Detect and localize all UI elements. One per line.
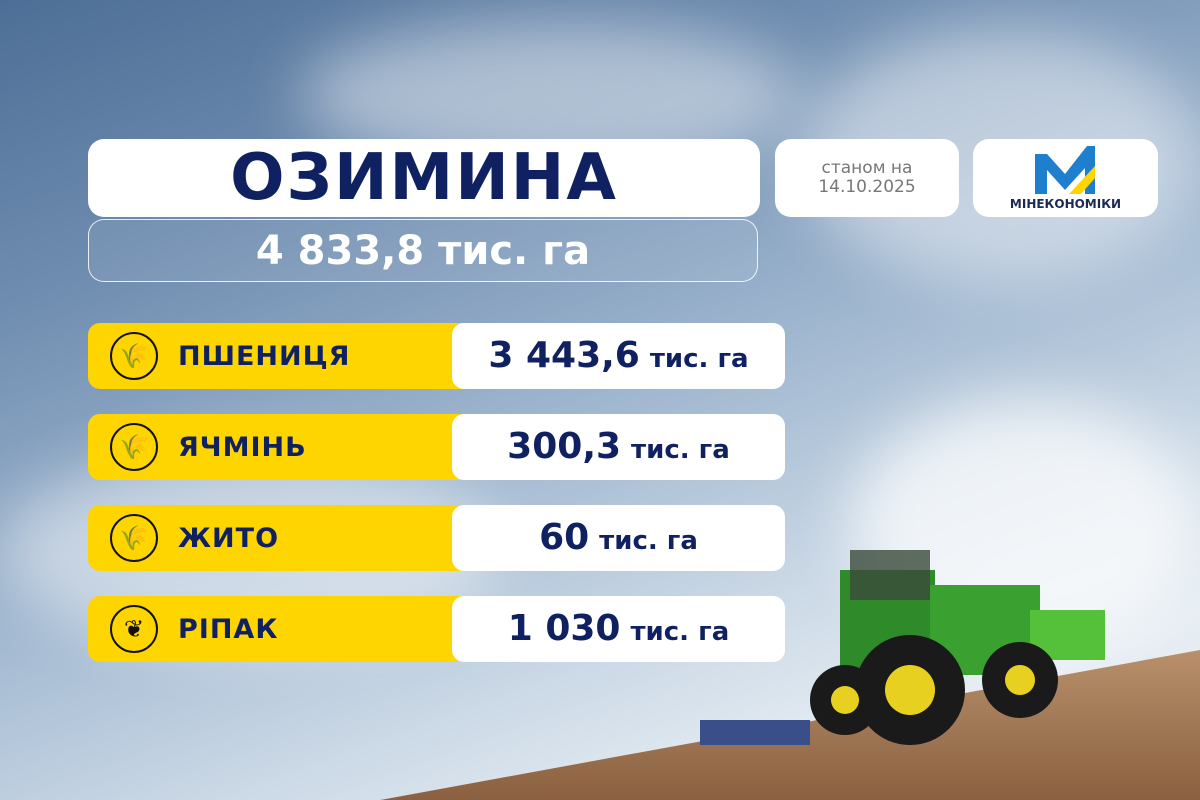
crop-row-rye: 🌾 ЖИТО 60 тис. га: [88, 505, 785, 571]
crop-unit: тис. га: [630, 617, 730, 647]
rapeseed-icon: ❦: [110, 605, 158, 653]
date-label: станом на: [821, 158, 913, 178]
crop-value: 60: [539, 517, 590, 558]
crop-unit: тис. га: [631, 435, 730, 465]
crop-value: 1 030: [507, 608, 621, 649]
date-badge: станом на 14.10.2025: [775, 139, 959, 217]
crop-label: ПШЕНИЦЯ: [178, 340, 351, 372]
crop-row-barley: 🌾 ЯЧМІНЬ 300,3 тис. га: [88, 414, 785, 480]
total-area: 4 833,8 тис. га: [88, 219, 758, 282]
rye-icon: 🌾: [110, 514, 158, 562]
ministry-logo-text: МІНЕКОНОМІКИ: [1009, 196, 1122, 211]
crop-unit: тис. га: [649, 344, 749, 374]
ministry-logo: МІНЕКОНОМІКИ: [973, 139, 1158, 217]
date-value: 14.10.2025: [818, 177, 916, 197]
wheat-icon: 🌾: [110, 332, 158, 380]
crop-value: 3 443,6: [488, 335, 640, 376]
crop-label: ЯЧМІНЬ: [178, 431, 307, 463]
crop-label: РІПАК: [178, 613, 279, 645]
page-title: ОЗИМИНА: [88, 139, 760, 217]
tractor-image: [700, 550, 1105, 745]
crop-row-rapeseed: ❦ РІПАК 1 030 тис. га: [88, 596, 785, 662]
ministry-logo-mark-icon: [1034, 145, 1095, 194]
crop-label: ЖИТО: [178, 522, 280, 554]
barley-icon: 🌾: [110, 423, 158, 471]
crop-row-wheat: 🌾 ПШЕНИЦЯ 3 443,6 тис. га: [88, 323, 785, 389]
crop-value: 300,3: [507, 426, 622, 467]
crop-unit: тис. га: [599, 526, 698, 556]
